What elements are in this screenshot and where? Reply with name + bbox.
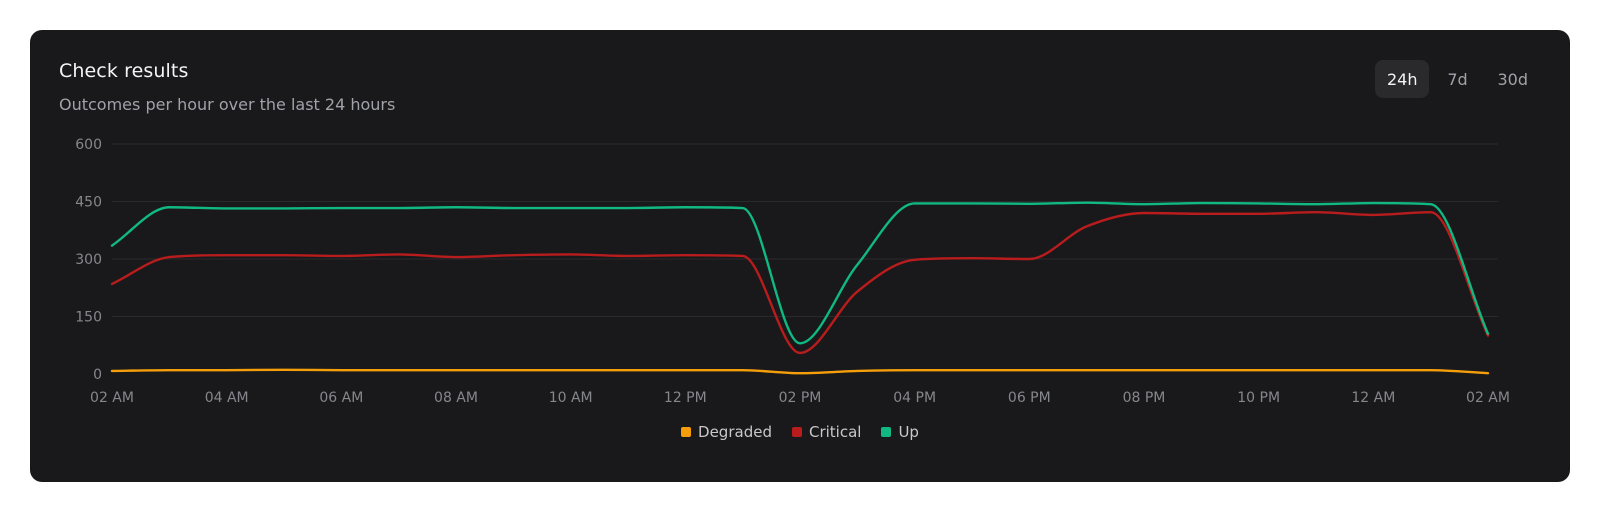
- series-line-degraded: [110, 368, 1490, 375]
- legend-swatch-up: [881, 427, 892, 437]
- y-tick-label: 0: [93, 367, 102, 383]
- card-title: Check results: [59, 60, 189, 82]
- x-tick-label: 10 AM: [549, 390, 593, 406]
- grid-lines: [112, 143, 1498, 317]
- time-range-tabs: 24h 7d 30d: [1374, 60, 1540, 98]
- x-tick-label: 04 PM: [893, 390, 936, 406]
- x-tick-label: 08 PM: [1123, 390, 1166, 406]
- x-tick-label: 06 AM: [319, 390, 363, 406]
- legend-swatch-critical: [791, 427, 802, 437]
- legend-label-up: Up: [898, 423, 919, 441]
- check-results-line-chart: 0 150 300 450 600 02 AM 04 AM 06 AM 08 AM 10 AM 1…: [75, 137, 1510, 406]
- series-lines: [110, 201, 1490, 375]
- y-tick-label: 300: [75, 252, 102, 268]
- x-axis-ticks: 02 AM 04 AM 06 AM 08 AM 10 AM 12 PM 02 PM 04 PM…: [90, 390, 1510, 406]
- x-tick-label: 10 PM: [1237, 390, 1280, 406]
- tab-7d[interactable]: 7d: [1447, 69, 1468, 89]
- legend-item-up[interactable]: Up: [881, 423, 919, 441]
- check-results-card: Check results Outcomes per hour over the…: [30, 30, 1570, 482]
- x-tick-label: 02 AM: [1466, 390, 1510, 406]
- tab-30d[interactable]: 30d: [1497, 69, 1528, 89]
- x-tick-label: 06 PM: [1008, 390, 1051, 406]
- y-tick-label: 450: [75, 195, 102, 211]
- card-subtitle: Outcomes per hour over the last 24 hours: [59, 95, 396, 114]
- x-tick-label: 12 AM: [1351, 390, 1395, 406]
- x-tick-label: 02 PM: [779, 390, 822, 406]
- series-line-up: [110, 201, 1490, 345]
- legend-label-degraded: Degraded: [698, 423, 772, 441]
- legend-label-critical: Critical: [808, 423, 862, 441]
- series-line-critical: [110, 211, 1490, 355]
- x-tick-label: 04 AM: [205, 390, 249, 406]
- y-tick-label: 150: [75, 310, 102, 326]
- chart-legend: Degraded Critical Up: [30, 423, 1570, 441]
- y-axis-ticks: 0 150 300 450 600: [75, 137, 102, 383]
- legend-swatch-degraded: [681, 427, 692, 437]
- x-tick-label: 08 AM: [434, 390, 478, 406]
- x-tick-label: 12 PM: [664, 390, 707, 406]
- legend-item-critical[interactable]: Critical: [791, 423, 862, 441]
- legend-item-degraded[interactable]: Degraded: [681, 423, 772, 441]
- tab-24h[interactable]: 24h: [1374, 60, 1430, 98]
- y-tick-label: 600: [75, 137, 102, 153]
- x-tick-label: 02 AM: [90, 390, 134, 406]
